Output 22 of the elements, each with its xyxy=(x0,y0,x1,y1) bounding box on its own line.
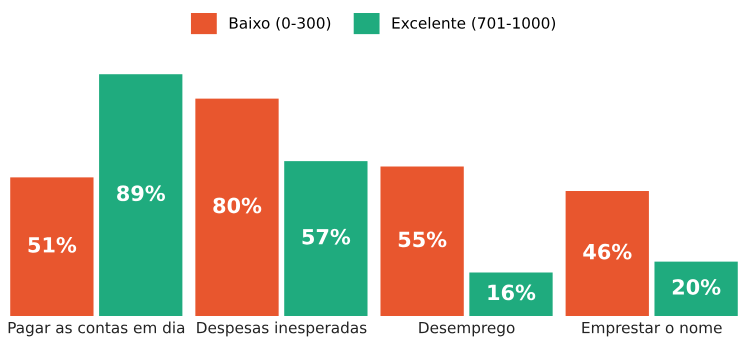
data-label: 51% xyxy=(28,236,76,253)
bar xyxy=(195,98,279,316)
bar xyxy=(654,262,738,316)
bar xyxy=(380,166,464,316)
legend-label: Excelente (701-1000) xyxy=(392,16,556,31)
x-tick-label: Pagar as contas em dia xyxy=(8,322,184,336)
bar xyxy=(284,161,368,316)
bar xyxy=(566,190,649,316)
data-label: 46% xyxy=(583,244,632,260)
data-label: 55% xyxy=(398,232,446,248)
data-label: 57% xyxy=(302,228,350,245)
x-tick-label: Desemprego xyxy=(419,322,514,336)
data-label: 80% xyxy=(213,198,262,214)
data-label: 89% xyxy=(117,185,166,202)
x-tick-label: Emprestar o nome xyxy=(582,322,722,336)
bar xyxy=(99,74,182,316)
bar xyxy=(469,272,553,316)
data-label: 16% xyxy=(488,284,536,300)
bar xyxy=(10,177,94,316)
x-tick-label: Despesas inesperadas xyxy=(197,322,366,336)
data-label: 20% xyxy=(672,279,720,295)
legend-label: Baixo (0-300) xyxy=(230,16,330,31)
